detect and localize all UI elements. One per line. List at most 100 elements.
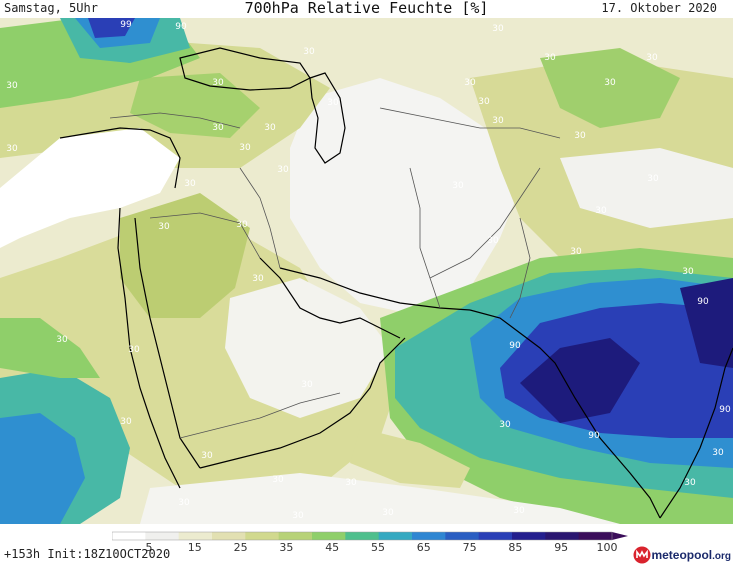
contour-label: 30 xyxy=(236,220,248,230)
contour-label: 30 xyxy=(120,417,132,427)
contour-label: 30 xyxy=(646,53,658,63)
border-turkey xyxy=(109,112,241,129)
colorbar-extend-arrow xyxy=(612,532,628,540)
contour-label: 30 xyxy=(499,420,511,430)
contour-label: 30 xyxy=(272,475,284,485)
field-himalaya-dry xyxy=(560,148,733,228)
colorbar-swatch xyxy=(512,532,546,540)
colorbar-swatch xyxy=(378,532,413,540)
header-bar: Samstag, 5Uhr 700hPa Relative Feuchte [%… xyxy=(0,0,733,18)
logo-text: meteopool.org xyxy=(651,548,731,562)
colorbar-swatch xyxy=(212,532,246,540)
contour-label: 30 xyxy=(327,98,339,108)
colorbar-swatch xyxy=(578,532,613,540)
field-north-green xyxy=(130,73,260,138)
contour-label: 30 xyxy=(6,144,18,154)
colorbar-tick-label: 45 xyxy=(325,541,340,554)
coast-iran-south xyxy=(279,267,471,311)
colorbar-swatch xyxy=(545,532,580,540)
coast-red-sea-west xyxy=(117,207,181,489)
contour-label: 30 xyxy=(544,53,556,63)
map-title: 700hPa Relative Feuchte [%] xyxy=(244,0,489,17)
coast-caspian xyxy=(309,72,346,164)
contour-label: 90 xyxy=(588,431,600,441)
colorbar-swatch xyxy=(445,532,480,540)
logo-domain: .org xyxy=(712,551,731,562)
field-sea-navy xyxy=(520,338,640,423)
contour-label: 30 xyxy=(178,498,190,508)
coast-arabia-south xyxy=(199,337,406,469)
contour-label: 30 xyxy=(452,181,464,191)
border-iran-afghan xyxy=(409,167,441,309)
contour-label: 30 xyxy=(513,506,525,516)
contour-label: 30 xyxy=(487,236,499,246)
contour-label: 30 xyxy=(595,206,607,216)
contour-label: 30 xyxy=(6,81,18,91)
contour-label: 30 xyxy=(492,116,504,126)
colorbar-tick-label: 75 xyxy=(462,541,477,554)
colorbar-swatch xyxy=(478,532,513,540)
contour-label: 30 xyxy=(128,345,140,355)
contour-label: 30 xyxy=(212,78,224,88)
field-west-blue xyxy=(0,413,85,524)
colorbar-swatch xyxy=(278,532,313,540)
contour-label: 30 xyxy=(56,335,68,345)
colorbar-swatch xyxy=(178,532,213,540)
coast-black-sea xyxy=(179,47,311,91)
colorbar-tick-label: 35 xyxy=(279,541,294,554)
contour-label: 30 xyxy=(492,24,504,34)
valid-date-label: 17. Oktober 2020 xyxy=(601,1,717,15)
contour-label: 30 xyxy=(184,179,196,189)
field-northwest-deep xyxy=(88,18,135,38)
colorbar-tick-label: 55 xyxy=(371,541,385,554)
contour-label: 30 xyxy=(574,131,586,141)
border-iran-iraq xyxy=(239,167,281,269)
colorbar-swatch xyxy=(245,532,280,540)
coast-med xyxy=(59,127,181,189)
field-south-band-olive xyxy=(350,428,470,488)
contour-label: 30 xyxy=(478,97,490,107)
contour-label: 30 xyxy=(303,47,315,57)
logo-name: meteopool xyxy=(651,548,713,562)
contour-label: 90 xyxy=(509,341,521,351)
humidity-map: 99 90 30 30 30 30 30 30 30 30 30 30 30 3… xyxy=(0,18,733,524)
init-time-label: +153h Init:18Z10OCT2020 xyxy=(4,547,171,561)
contour-label: 30 xyxy=(158,222,170,232)
contour-label: 30 xyxy=(252,274,264,284)
contour-label: 30 xyxy=(570,247,582,257)
contour-label: 90 xyxy=(719,405,731,415)
border-central-asia xyxy=(379,107,561,139)
contour-label: 30 xyxy=(212,123,224,133)
colorbar-labels: 5 15 25 35 45 55 65 75 85 95 100 xyxy=(0,541,733,555)
colorbar-tick-label: 85 xyxy=(508,541,523,554)
colorbar-swatch xyxy=(412,532,446,540)
contour-label: 30 xyxy=(264,123,276,133)
contour-label: 30 xyxy=(647,174,659,184)
contour-label: 30 xyxy=(604,78,616,88)
coast-gulf xyxy=(259,257,401,339)
colorbar-tick-label: 25 xyxy=(233,541,248,554)
valid-day-label: Samstag, 5Uhr xyxy=(4,1,98,15)
colorbar-swatch xyxy=(345,532,380,540)
border-saudi-yemen xyxy=(179,392,341,439)
field-west-green xyxy=(0,318,100,378)
meteopool-logo[interactable]: meteopool.org xyxy=(633,546,731,564)
humidity-map-canvas: 99 90 30 30 30 30 30 30 30 30 30 30 30 3… xyxy=(0,18,733,524)
border-afghan-pak xyxy=(429,167,541,279)
contour-label: 30 xyxy=(345,478,357,488)
field-arabia-dry-centre xyxy=(225,278,390,418)
colorbar-tick-label: 15 xyxy=(187,541,202,554)
colorbar-tick-label: 5 xyxy=(145,541,153,554)
colorbar-swatch xyxy=(112,532,146,540)
contour-label: 30 xyxy=(712,448,724,458)
contour-label: 30 xyxy=(684,478,696,488)
border-saudi-north xyxy=(149,212,261,259)
contour-label: 99 xyxy=(120,20,132,30)
field-iran-dry xyxy=(290,78,520,318)
contour-label: 30 xyxy=(277,165,289,175)
colorbar xyxy=(112,531,628,541)
field-east-green xyxy=(540,48,680,128)
borders xyxy=(109,107,561,439)
colorbar-swatch xyxy=(312,532,346,540)
colorbar-tick-label: 65 xyxy=(416,541,431,554)
